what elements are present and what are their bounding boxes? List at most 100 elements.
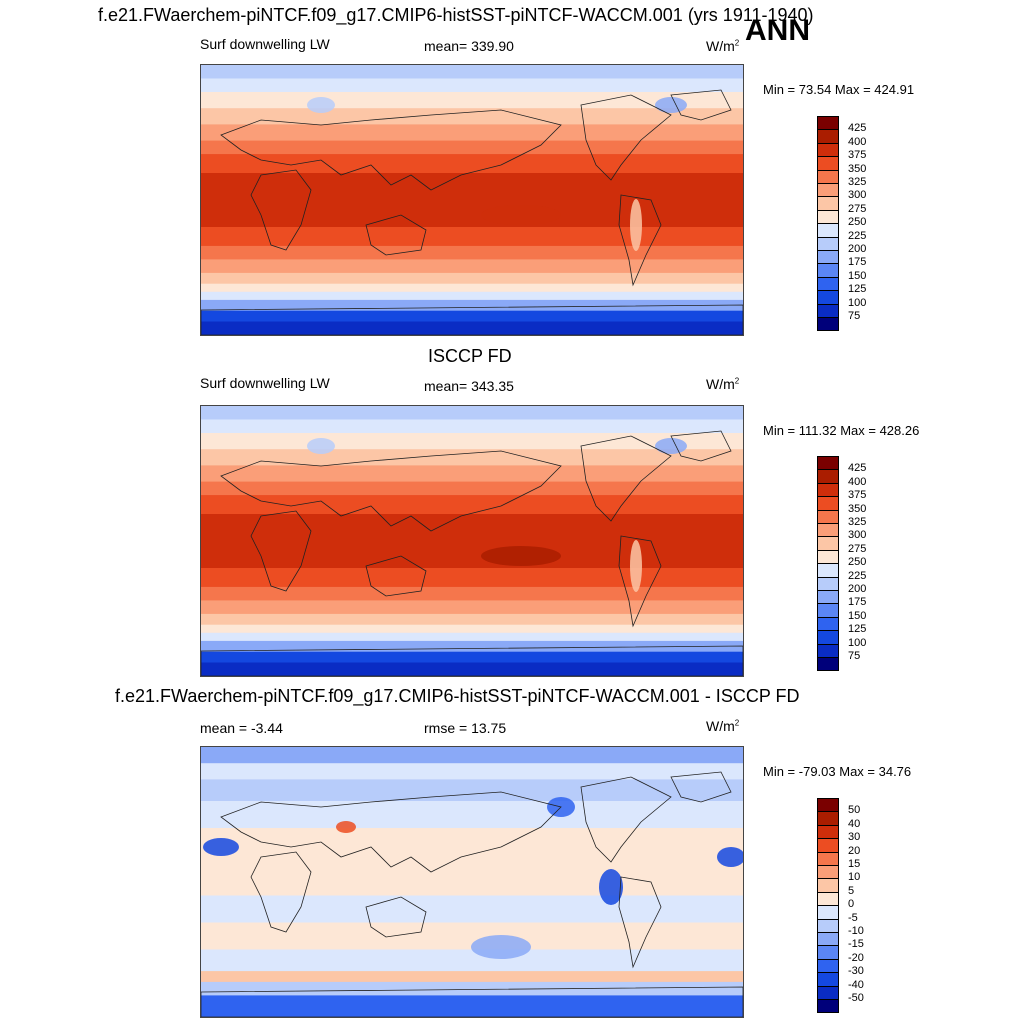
field-band [201,495,743,515]
coastline [201,986,743,1017]
colorbar-swatch [817,523,839,538]
field-anomaly [307,97,335,113]
panel1-units: W/m2 [706,38,739,54]
panel2-minmax: Min = 111.32 Max = 428.26 [763,423,920,438]
panel2-mean-value: 343.35 [471,378,514,394]
field-band [201,227,743,247]
field-band [201,763,743,781]
panel1-variable: Surf downwelling LW [200,36,330,52]
panel2-title: ISCCP FD [428,346,512,366]
colorbar-swatch [817,824,839,840]
colorbar-swatch [817,918,839,933]
colorbar-tick-label: -20 [848,951,864,964]
field-anomaly [599,869,623,905]
panel2-map [200,405,744,677]
panel3-mean: mean = -3.44 [200,720,283,736]
colorbar-swatch [817,169,839,184]
field-band [201,747,743,765]
colorbar-swatch [817,456,839,471]
colorbar-tick-label: 200 [848,243,867,255]
field-band [201,465,743,483]
field-band [201,291,743,301]
field-band [201,613,743,626]
colorbar-tick-label: 225 [848,229,867,242]
panel3-units-base: W/m [706,718,735,734]
colorbar-tick-label: 75 [848,310,861,322]
colorbar-swatch [817,223,839,238]
colorbar-tick-label: -5 [848,911,858,924]
colorbar-tick-label: 30 [848,831,861,844]
colorbar-tick-label: 225 [848,569,867,582]
field-anomaly [655,97,687,113]
panel1-mean-label: mean= [424,38,468,54]
colorbar-swatch [817,945,839,960]
panel3-minmax: Min = -79.03 Max = 34.76 [763,764,912,779]
colorbar-tick-label: 200 [848,583,867,595]
coastline [365,555,427,597]
panel1-map [200,64,744,336]
colorbar-swatch [817,536,839,551]
coastline [250,169,312,251]
colorbar-swatch [817,932,839,947]
field-band [201,433,743,451]
colorbar-tick-label: -40 [848,978,864,991]
field-band [201,78,743,93]
colorbar-tick-label: 175 [848,596,867,609]
field-band [201,971,743,983]
colorbar-tick-label: 400 [848,475,867,488]
colorbar-swatch [817,972,839,987]
colorbar-swatch [817,509,839,524]
colorbar-tick-label: 325 [848,516,867,528]
field-anomaly [717,847,743,867]
coastline [220,109,562,191]
coastline [250,851,312,933]
figure-title: f.e21.FWaerchem-piNTCF.f09_g17.CMIP6-his… [98,5,814,25]
colorbar-swatch [817,196,839,211]
colorbar-tick-label: 400 [848,135,867,148]
colorbar-swatch [817,469,839,484]
colorbar-swatch [817,263,839,278]
colorbar-tick-label: 0 [848,898,855,911]
colorbar-tick-label: 300 [848,529,867,542]
field-band [201,640,743,653]
field-band [201,995,743,1017]
colorbar-swatch [817,643,839,658]
field-band [201,624,743,634]
colorbar-tick-label: 300 [848,189,867,202]
colorbar-tick-label: 375 [848,149,867,162]
field-band [201,245,743,261]
colorbar-swatch [817,958,839,974]
colorbar-swatch [817,576,839,591]
field-band [201,779,743,802]
colorbar-tick-label: -15 [848,938,864,951]
panel2-units-base: W/m [706,376,735,392]
colorbar-swatch [817,999,839,1014]
field-band [201,828,743,870]
colorbar-swatch [817,303,839,318]
field-band [201,651,743,664]
coastline [365,896,427,938]
colorbar-swatch [817,603,839,618]
panel2-units-exp: 2 [734,376,740,386]
colorbar-tick-label: 175 [848,256,867,269]
colorbar-swatch [817,156,839,171]
panel1-units-base: W/m [706,38,735,54]
field-band [201,173,743,228]
field-band [201,514,743,569]
field-band [201,419,743,434]
field-anomaly [481,546,561,566]
colorbar-swatch [817,549,839,565]
colorbar-swatch [817,236,839,251]
field-band [201,406,743,421]
panel3-map [200,746,744,1018]
panel1-mean: mean= 339.90 [424,38,514,54]
colorbar-swatch [817,116,839,131]
panel1-minmax: Min = 73.54 Max = 424.91 [763,82,915,97]
colorbar-swatch [817,798,839,813]
coastline [618,876,662,969]
field-band [201,299,743,312]
field-anomaly [655,438,687,454]
colorbar-tick-label: -10 [848,925,864,937]
colorbar-swatch [817,250,839,265]
colorbar-tick-label: 40 [848,817,861,830]
